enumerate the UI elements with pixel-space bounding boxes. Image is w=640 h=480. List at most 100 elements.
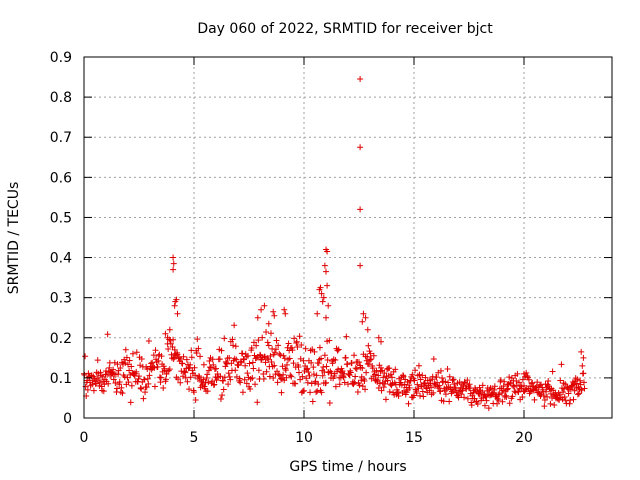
data-point bbox=[378, 364, 384, 371]
data-point bbox=[367, 356, 373, 363]
data-point bbox=[326, 400, 333, 407]
data-point bbox=[541, 403, 548, 410]
data-point bbox=[280, 371, 287, 378]
data-point bbox=[263, 329, 270, 336]
data-point bbox=[124, 374, 131, 381]
data-point bbox=[203, 374, 210, 381]
data-point bbox=[110, 376, 117, 383]
data-point bbox=[505, 385, 512, 392]
data-point bbox=[541, 396, 548, 403]
data-point bbox=[332, 356, 339, 363]
data-point bbox=[370, 352, 377, 359]
data-point bbox=[114, 361, 121, 368]
data-point bbox=[151, 364, 158, 371]
data-point bbox=[363, 369, 370, 376]
data-point bbox=[365, 342, 372, 349]
data-point bbox=[306, 372, 313, 379]
data-point bbox=[246, 360, 253, 367]
data-point bbox=[204, 371, 211, 378]
data-point bbox=[126, 367, 133, 374]
data-point bbox=[148, 360, 155, 367]
data-point bbox=[248, 345, 255, 352]
data-point bbox=[231, 322, 238, 329]
data-point bbox=[125, 361, 131, 368]
data-point bbox=[287, 372, 294, 379]
data-point bbox=[118, 384, 125, 391]
data-point bbox=[84, 386, 91, 393]
data-point bbox=[216, 356, 223, 363]
data-point bbox=[165, 346, 172, 353]
data-point bbox=[141, 376, 148, 383]
data-point bbox=[296, 369, 303, 376]
data-point bbox=[534, 379, 541, 386]
data-point bbox=[336, 381, 343, 388]
data-point bbox=[382, 396, 389, 403]
data-point bbox=[375, 372, 382, 379]
data-point bbox=[294, 344, 301, 351]
data-point bbox=[165, 367, 172, 374]
data-point bbox=[356, 382, 363, 389]
data-point bbox=[254, 314, 261, 321]
data-point bbox=[321, 262, 328, 269]
data-point bbox=[436, 382, 443, 389]
data-point bbox=[100, 388, 107, 395]
data-point bbox=[96, 379, 103, 386]
data-point bbox=[133, 349, 140, 356]
data-point bbox=[283, 361, 290, 368]
data-point bbox=[325, 302, 332, 309]
data-point bbox=[97, 369, 104, 376]
data-point bbox=[547, 390, 554, 397]
data-point bbox=[417, 376, 424, 383]
data-point bbox=[239, 389, 246, 396]
data-point bbox=[112, 380, 119, 387]
data-point bbox=[334, 347, 341, 354]
data-point bbox=[271, 349, 278, 356]
y-tick-label: 0.8 bbox=[50, 90, 72, 106]
data-point bbox=[320, 294, 327, 301]
data-point bbox=[540, 392, 547, 399]
data-point bbox=[549, 368, 556, 375]
data-point bbox=[515, 389, 522, 396]
data-point bbox=[276, 372, 283, 379]
data-point bbox=[190, 387, 197, 394]
data-point bbox=[434, 379, 441, 386]
data-point bbox=[174, 310, 181, 317]
data-point bbox=[580, 379, 587, 386]
data-point bbox=[173, 349, 180, 356]
data-point bbox=[499, 398, 506, 405]
data-point bbox=[430, 355, 437, 362]
data-point bbox=[302, 345, 309, 352]
data-point bbox=[319, 298, 326, 305]
data-point bbox=[312, 379, 318, 386]
data-point bbox=[227, 376, 234, 383]
data-point bbox=[562, 397, 569, 404]
data-point bbox=[263, 368, 270, 375]
data-point bbox=[557, 377, 564, 384]
data-point bbox=[439, 375, 446, 382]
data-point bbox=[119, 390, 126, 397]
data-point bbox=[226, 373, 233, 380]
data-point bbox=[439, 379, 446, 386]
data-point bbox=[173, 296, 180, 303]
data-point bbox=[233, 356, 240, 363]
data-point bbox=[217, 373, 224, 380]
data-point bbox=[340, 374, 347, 381]
data-point bbox=[210, 361, 217, 368]
data-point bbox=[308, 380, 315, 387]
data-point bbox=[400, 373, 407, 380]
data-point bbox=[406, 384, 413, 391]
data-point bbox=[192, 372, 199, 379]
data-point bbox=[481, 402, 488, 409]
data-point bbox=[317, 284, 324, 291]
data-point bbox=[577, 377, 584, 384]
data-point bbox=[580, 370, 587, 377]
data-point bbox=[510, 382, 516, 389]
data-point bbox=[570, 396, 577, 403]
data-point bbox=[458, 391, 465, 398]
data-point bbox=[378, 387, 385, 394]
data-point bbox=[428, 384, 435, 391]
data-point bbox=[561, 393, 568, 400]
x-tick-label: 15 bbox=[405, 430, 423, 446]
data-point bbox=[544, 393, 551, 400]
data-point bbox=[446, 398, 453, 405]
